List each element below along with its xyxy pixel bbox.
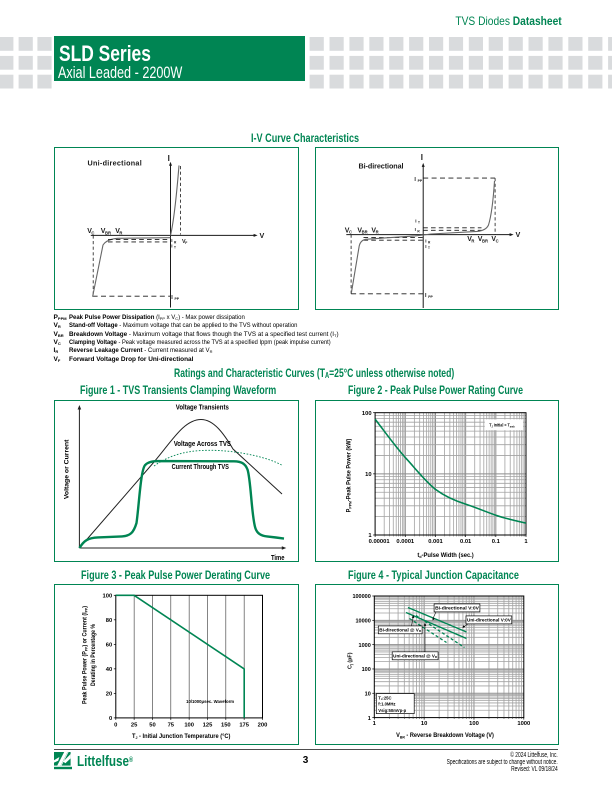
svg-text:R: R (417, 229, 420, 233)
svg-text:TJ initial = Tamb: TJ initial = Tamb (489, 423, 515, 429)
svg-text:V: V (260, 231, 265, 240)
svg-text:TJ - Initial Junction Temperat: TJ - Initial Junction Temperature (°C) (131, 732, 230, 740)
svg-text:Peak Pulse Power (PPP) or Curr: Peak Pulse Power (PPP) or Current (IPP) (82, 606, 88, 704)
svg-text:50: 50 (149, 722, 155, 728)
svg-text:Voltage Transients: Voltage Transients (175, 404, 228, 411)
svg-text:I: I (420, 153, 422, 162)
svg-text:C: C (91, 230, 94, 235)
svg-text:0.00001: 0.00001 (368, 539, 390, 545)
svg-text:T: T (174, 246, 176, 250)
svg-text:V: V (344, 228, 349, 235)
svg-text:R: R (174, 240, 177, 244)
svg-text:10000: 10000 (355, 619, 370, 625)
svg-text:V: V (371, 228, 376, 235)
svg-text:100: 100 (469, 721, 479, 727)
svg-text:R: R (471, 238, 474, 243)
svg-text:T: T (427, 246, 429, 250)
svg-text:100: 100 (102, 594, 112, 600)
svg-text:V: V (515, 230, 520, 239)
svg-text:125: 125 (202, 722, 212, 728)
svg-text:0.01: 0.01 (459, 539, 471, 545)
svg-text:BR: BR (482, 238, 488, 243)
svg-text:C: C (495, 238, 498, 243)
svg-text:Vsig:50mVp-p: Vsig:50mVp-p (378, 708, 406, 713)
svg-text:75: 75 (167, 722, 174, 728)
svg-text:I: I (171, 295, 173, 301)
svg-text:I: I (415, 218, 416, 223)
svg-text:BR: BR (105, 230, 111, 235)
svg-text:f:1.0MHz: f:1.0MHz (378, 702, 395, 707)
svg-text:0.1: 0.1 (491, 539, 500, 545)
svg-text:25: 25 (130, 722, 137, 728)
svg-text:20: 20 (105, 692, 111, 698)
svg-text:td-Pulse Width (sec.): td-Pulse Width (sec.) (417, 552, 473, 560)
svg-text:I: I (414, 227, 415, 232)
svg-text:V: V (115, 228, 120, 235)
svg-text:Bi-directional: Bi-directional (358, 161, 403, 170)
svg-text:200: 200 (257, 722, 267, 728)
svg-text:100: 100 (361, 411, 371, 417)
svg-text:V: V (491, 236, 496, 243)
svg-text:VBR - Reverse Breakdown Voltag: VBR - Reverse Breakdown Voltage (V) (396, 732, 494, 739)
svg-text:PP: PP (175, 297, 180, 301)
svg-text:10/1000μsec. Waveform: 10/1000μsec. Waveform (186, 699, 234, 705)
svg-text:0: 0 (108, 716, 111, 722)
svg-text:V: V (87, 228, 92, 235)
svg-text:Current Through TVS: Current Through TVS (171, 464, 229, 471)
svg-text:F: F (185, 241, 187, 245)
svg-text:Time: Time (270, 555, 284, 562)
svg-text:V: V (467, 236, 472, 243)
svg-text:Voltage or Current: Voltage or Current (63, 439, 70, 499)
svg-text:V: V (477, 236, 482, 243)
svg-text:V: V (182, 239, 186, 245)
svg-text:100: 100 (361, 667, 370, 673)
svg-text:Voltage Across TVS: Voltage Across TVS (173, 441, 231, 448)
svg-text:BR: BR (361, 230, 367, 235)
svg-text:I: I (425, 244, 426, 249)
svg-text:0.0001: 0.0001 (396, 539, 415, 545)
svg-text:PP: PP (428, 295, 433, 299)
svg-text:I: I (425, 238, 426, 243)
svg-text:1: 1 (367, 716, 370, 722)
svg-text:Bi-directional V:0V: Bi-directional V:0V (435, 605, 479, 610)
svg-text:100000: 100000 (352, 594, 370, 600)
svg-text:I: I (171, 244, 172, 249)
svg-text:0: 0 (114, 722, 117, 728)
svg-text:10: 10 (364, 691, 370, 697)
svg-text:Uni-directional V:0V: Uni-directional V:0V (467, 617, 511, 622)
svg-text:150: 150 (220, 722, 230, 728)
svg-text:R: R (427, 241, 430, 245)
svg-text:Uni-directional: Uni-directional (88, 159, 142, 168)
svg-text:R: R (375, 230, 378, 235)
svg-text:1: 1 (372, 721, 376, 727)
svg-text:PPPM-Peak Pulse Power (kW): PPPM-Peak Pulse Power (kW) (346, 439, 352, 513)
svg-text:1000: 1000 (517, 721, 530, 727)
svg-text:V: V (101, 228, 106, 235)
svg-text:T: T (417, 221, 419, 225)
svg-text:1: 1 (368, 533, 372, 539)
svg-text:1: 1 (524, 539, 528, 545)
svg-text:0.001: 0.001 (428, 539, 443, 545)
svg-text:C: C (349, 230, 352, 235)
svg-text:40: 40 (105, 667, 111, 673)
svg-text:V: V (357, 228, 362, 235)
svg-text:60: 60 (105, 643, 111, 649)
svg-text:TJ:25C: TJ:25C (378, 695, 391, 701)
svg-text:I: I (425, 293, 427, 299)
svg-text:Uni-directional @ VR: Uni-directional @ VR (393, 653, 437, 659)
svg-text:80: 80 (105, 618, 111, 624)
svg-text:R: R (119, 230, 122, 235)
svg-text:I: I (168, 154, 170, 163)
svg-text:I: I (171, 238, 172, 243)
svg-text:10: 10 (420, 721, 426, 727)
svg-text:PP: PP (417, 179, 422, 183)
svg-text:Derating in Percentage %: Derating in Percentage % (90, 623, 96, 686)
svg-text:175: 175 (239, 722, 249, 728)
svg-text:100: 100 (184, 722, 194, 728)
svg-text:I: I (414, 177, 416, 183)
svg-text:Bi-directional @ VR: Bi-directional @ VR (379, 627, 421, 633)
svg-text:1000: 1000 (358, 643, 370, 649)
svg-text:10: 10 (365, 472, 371, 478)
svg-text:Cj (pF): Cj (pF) (347, 652, 353, 669)
